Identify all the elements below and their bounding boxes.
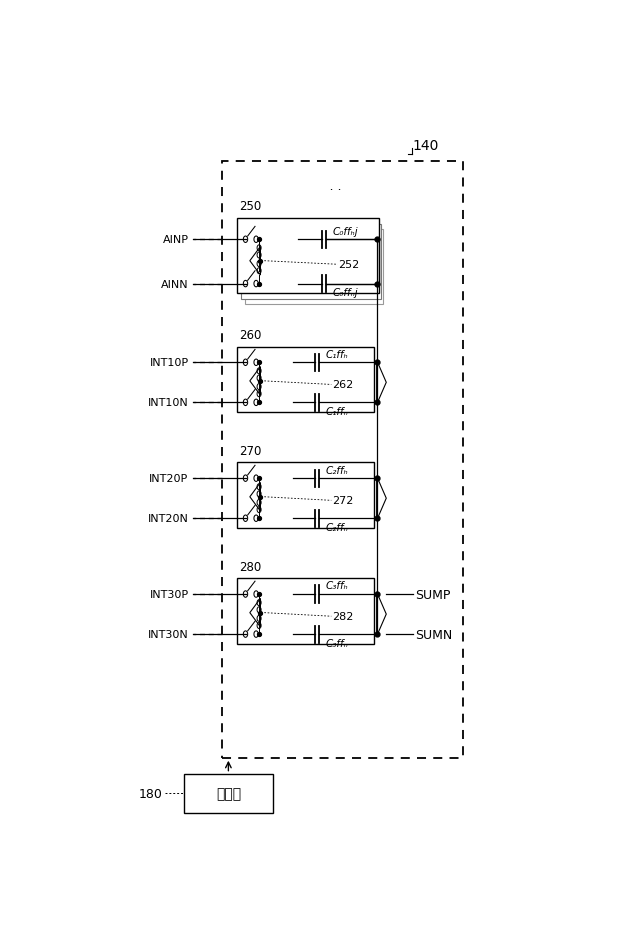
Text: INT30P: INT30P	[149, 589, 188, 599]
Bar	[243, 583, 293, 640]
Bar	[237, 347, 374, 413]
Text: 262: 262	[332, 380, 353, 390]
Text: . .: . .	[330, 180, 341, 193]
Text: 180: 180	[138, 787, 162, 800]
Text: AINP: AINP	[162, 235, 188, 245]
Bar	[241, 225, 381, 300]
Bar	[243, 352, 293, 408]
Text: 272: 272	[332, 496, 353, 506]
Text: C₀ffₕj: C₀ffₕj	[332, 226, 358, 237]
Text: 250: 250	[239, 200, 261, 213]
Bar	[223, 161, 463, 758]
Bar	[237, 579, 374, 644]
Text: AINN: AINN	[161, 279, 188, 290]
Text: 280: 280	[239, 560, 261, 573]
Bar	[243, 223, 298, 289]
Text: INT30N: INT30N	[148, 629, 188, 639]
Text: SUMN: SUMN	[415, 628, 452, 641]
Text: C₁ffₙ: C₁ffₙ	[326, 406, 349, 417]
Bar	[243, 467, 293, 524]
Text: INT10P: INT10P	[149, 358, 188, 367]
Text: 282: 282	[332, 612, 353, 622]
Text: C₁ffₕ: C₁ffₕ	[326, 349, 349, 359]
Text: C₀ffₙj: C₀ffₙj	[332, 288, 358, 298]
Text: INT20N: INT20N	[148, 514, 188, 523]
Text: 270: 270	[239, 445, 262, 458]
Bar	[237, 219, 379, 293]
Text: 制御部: 制御部	[216, 786, 241, 800]
Text: 252: 252	[338, 260, 360, 270]
Text: INT10N: INT10N	[148, 398, 188, 408]
Text: C₂ffₕ: C₂ffₕ	[326, 465, 349, 475]
Text: 260: 260	[239, 329, 262, 342]
Text: 140: 140	[413, 139, 439, 153]
Text: INT20P: INT20P	[149, 473, 188, 483]
Text: SUMP: SUMP	[415, 588, 450, 601]
Text: C₃ffₙ: C₃ffₙ	[326, 638, 349, 648]
Text: C₂ffₙ: C₂ffₙ	[326, 522, 349, 533]
Bar	[237, 463, 374, 529]
Bar	[244, 230, 383, 305]
Bar	[184, 774, 273, 813]
Text: C₃ffₕ: C₃ffₕ	[326, 581, 349, 591]
